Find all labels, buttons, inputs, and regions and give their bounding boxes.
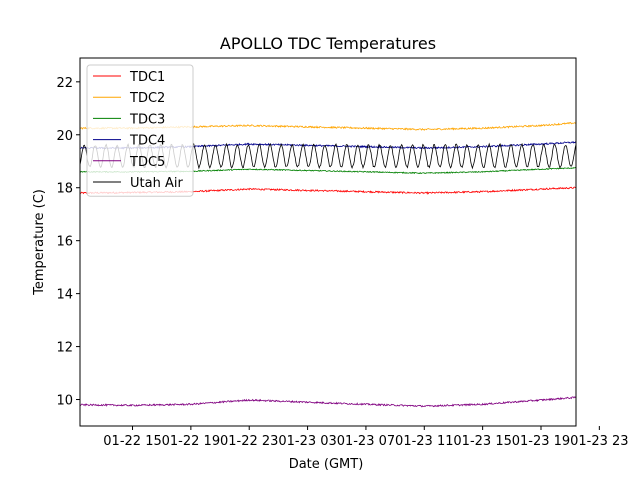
chart-title: APOLLO TDC Temperatures xyxy=(220,34,436,53)
y-tick-label: 14 xyxy=(56,288,73,303)
x-tick-label: 01-23 23 xyxy=(570,434,628,449)
y-axis-label: Temperature (C) xyxy=(32,189,47,296)
x-tick-label: 01-22 23 xyxy=(220,434,278,449)
legend-box xyxy=(86,64,194,197)
x-tick-label: 01-23 11 xyxy=(395,434,453,449)
x-tick-label: 01-22 15 xyxy=(103,434,161,449)
plot-frame xyxy=(79,57,577,427)
legend: TDC1 TDC2 TDC3 TDC4 TDC5 Utah Air xyxy=(86,64,194,197)
ticks-layer: 01-22 15 01-22 19 01-22 23 01-23 03 01-23 07… xyxy=(56,76,628,449)
x-tick-label: 01-23 15 xyxy=(453,434,511,449)
x-tick-label: 01-23 19 xyxy=(512,434,570,449)
legend-label: TDC4 xyxy=(129,134,165,149)
x-tick-label: 01-23 03 xyxy=(278,434,336,449)
x-tick-label: 01-22 19 xyxy=(162,434,220,449)
y-tick-label: 18 xyxy=(56,182,73,197)
y-tick-label: 12 xyxy=(56,341,73,356)
legend-label: Utah Air xyxy=(130,176,183,191)
legend-label: TDC1 xyxy=(129,70,165,85)
y-tick-label: 22 xyxy=(56,76,73,91)
x-axis-label: Date (GMT) xyxy=(289,457,364,472)
legend-label: TDC3 xyxy=(129,112,165,127)
series-line-tdc5 xyxy=(80,396,576,408)
x-tick-label: 01-23 07 xyxy=(337,434,395,449)
legend-label: TDC5 xyxy=(129,155,165,170)
y-tick-label: 10 xyxy=(56,394,73,409)
y-tick-label: 16 xyxy=(56,235,73,250)
legend-label: TDC2 xyxy=(129,91,165,106)
y-tick-label: 20 xyxy=(56,129,73,144)
